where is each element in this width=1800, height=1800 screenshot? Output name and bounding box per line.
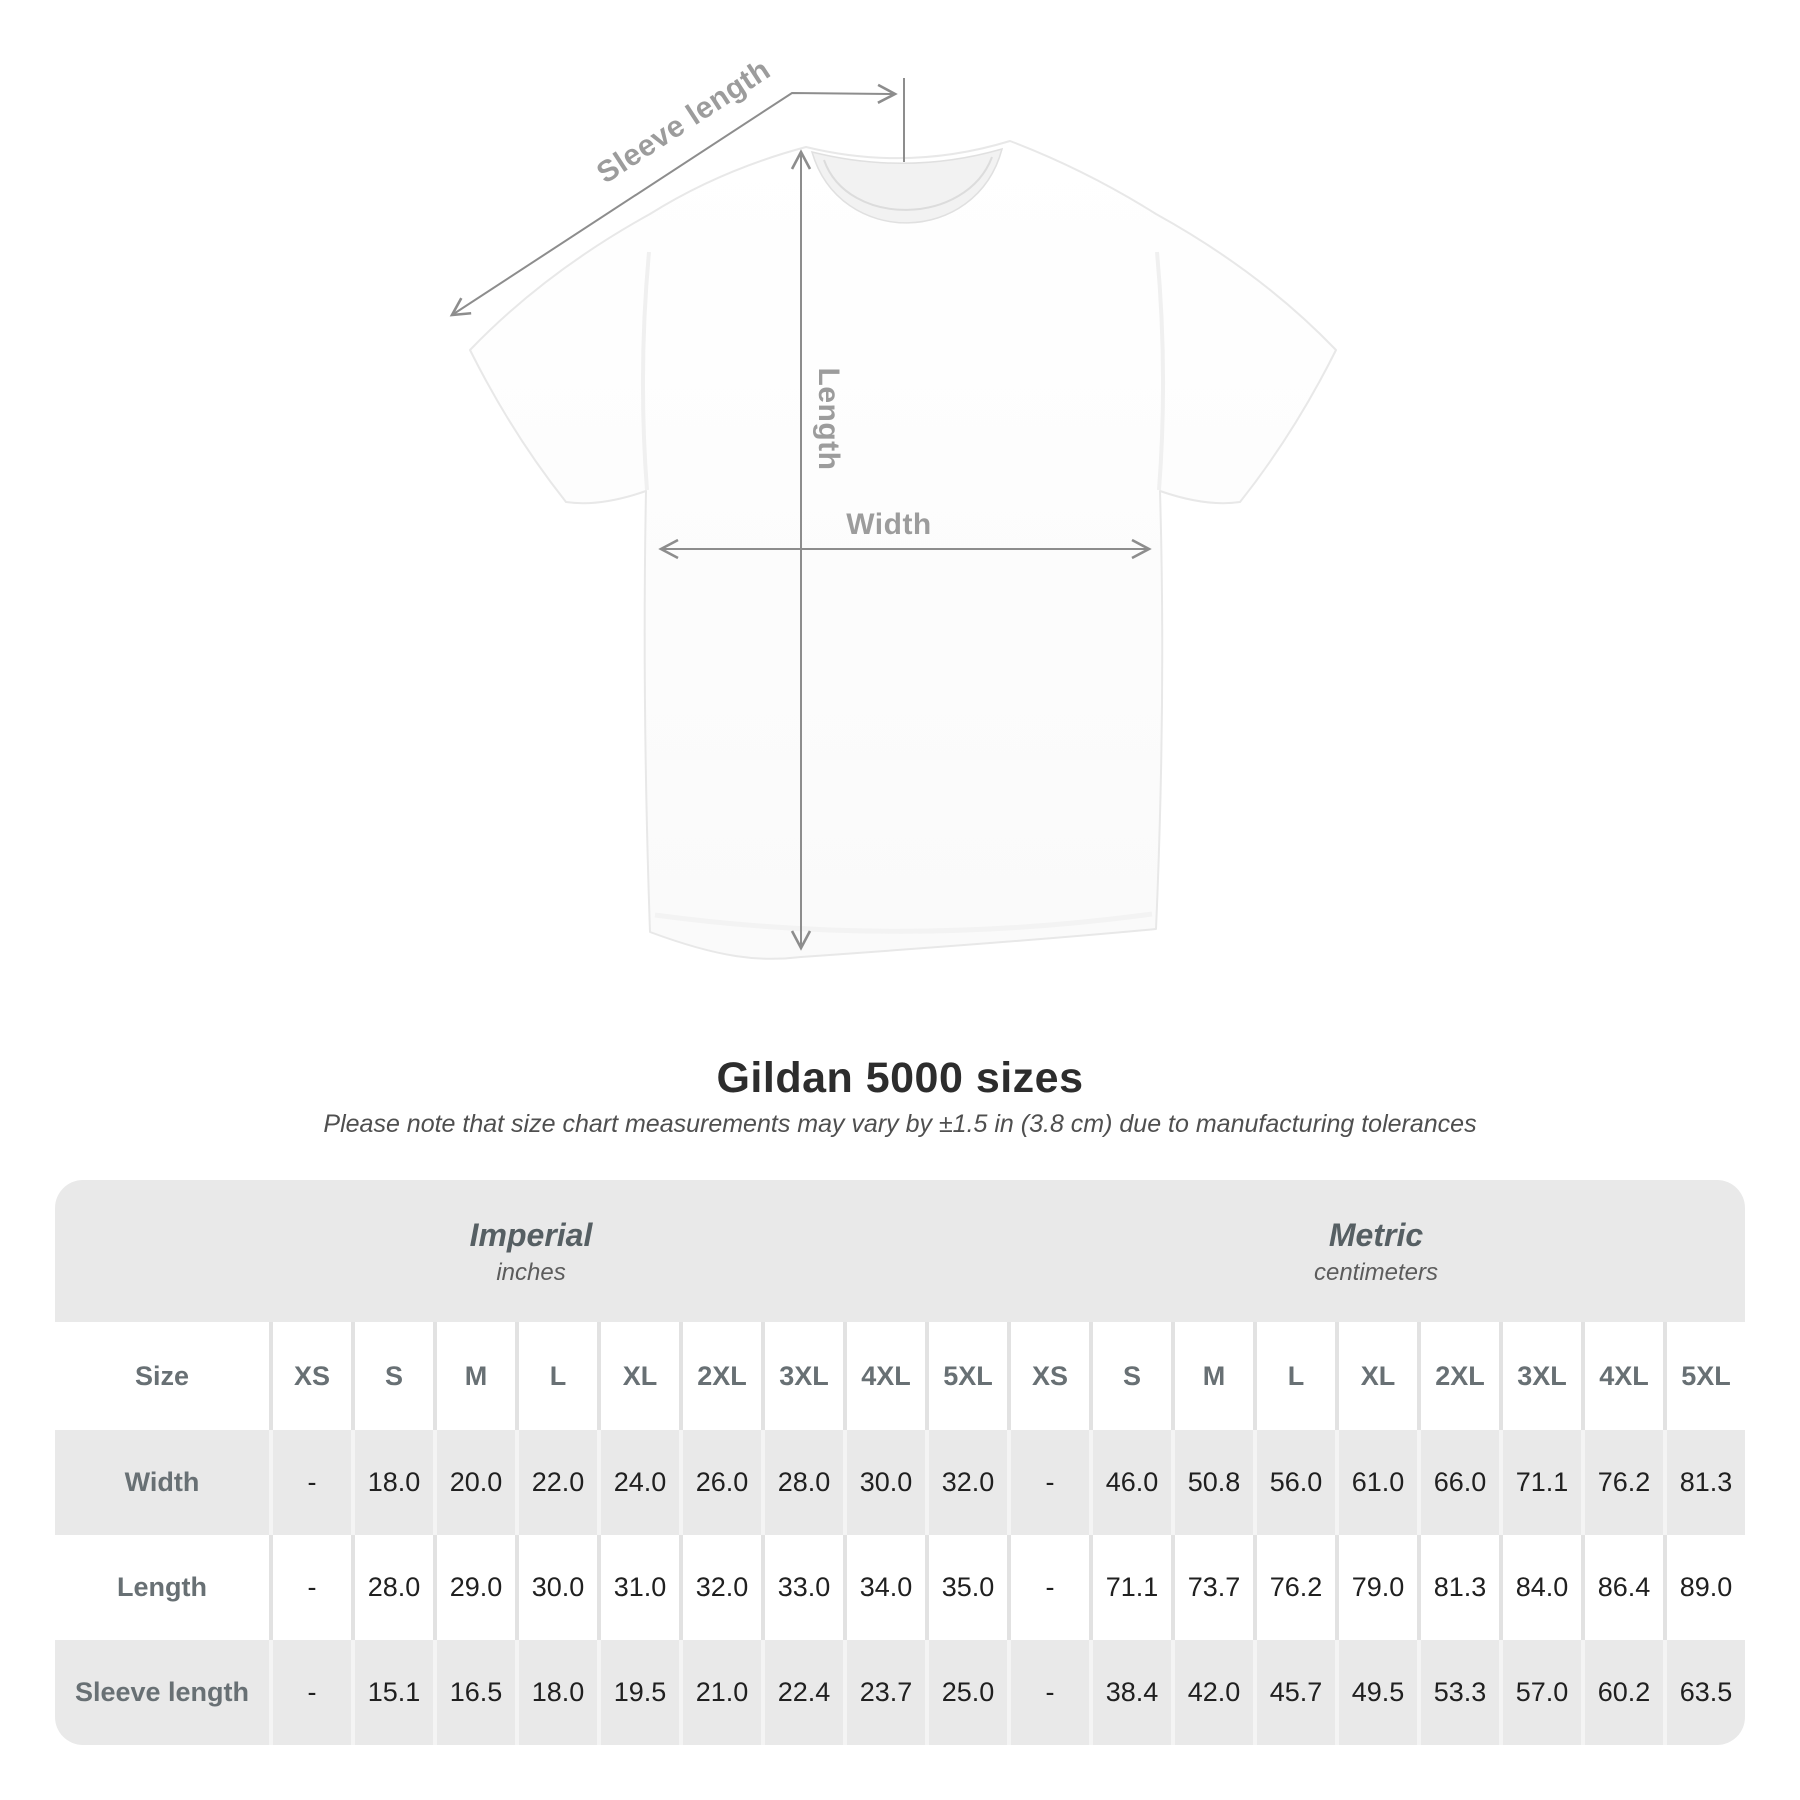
measurement-cell: 25.0 bbox=[925, 1640, 1007, 1745]
measurement-cell: 34.0 bbox=[843, 1535, 925, 1640]
length-dimension-label: Length bbox=[812, 367, 845, 471]
measurement-cell: 22.4 bbox=[761, 1640, 843, 1745]
unit-group-title: Imperial bbox=[469, 1217, 593, 1253]
measurement-cell: 56.0 bbox=[1253, 1430, 1335, 1535]
measurement-cell: 32.0 bbox=[925, 1430, 1007, 1535]
measurement-cell: 81.3 bbox=[1663, 1430, 1745, 1535]
unit-group-unit: centimeters bbox=[1313, 1259, 1439, 1286]
measurement-cell: - bbox=[1007, 1640, 1089, 1745]
table-row-sleeve-length: Sleeve length -15.1 16.5 18.0 19.5 21.0 22.4 23… bbox=[55, 1640, 1745, 1745]
size-column-header-4xl: 4XL bbox=[843, 1322, 925, 1430]
size-column-header-5xl: 5XL bbox=[1663, 1322, 1745, 1430]
size-column-header: Size bbox=[134, 1360, 190, 1391]
table-row-length: Length -28.0 29.0 30.0 31.0 32.0 33.0 34.0 35.0-… bbox=[55, 1535, 1745, 1640]
size-column-header-xl: XL bbox=[1335, 1322, 1417, 1430]
measurement-cell: 19.5 bbox=[597, 1640, 679, 1745]
measurement-cell: 63.5 bbox=[1663, 1640, 1745, 1745]
measurement-cell: 35.0 bbox=[925, 1535, 1007, 1640]
measurement-cell: 16.5 bbox=[433, 1640, 515, 1745]
measurement-cell: 57.0 bbox=[1499, 1640, 1581, 1745]
measurement-cell: 28.0 bbox=[761, 1430, 843, 1535]
measurement-cell: - bbox=[269, 1640, 351, 1745]
right-seam-crease bbox=[1155, 251, 1166, 491]
table-row-width: Width -18.0 20.0 22.0 24.0 26.0 28.0 30.0 32.0-4… bbox=[55, 1430, 1745, 1535]
size-chart-table: Imperial inches Metric centimeters Size … bbox=[55, 1180, 1745, 1745]
measurement-cell: 53.3 bbox=[1417, 1640, 1499, 1745]
measurement-cell: 66.0 bbox=[1417, 1430, 1499, 1535]
measurement-cell: 18.0 bbox=[515, 1640, 597, 1745]
measurement-cell: 86.4 bbox=[1581, 1535, 1663, 1640]
size-column-header-2xl: 2XL bbox=[1417, 1322, 1499, 1430]
measurement-cell: 79.0 bbox=[1335, 1535, 1417, 1640]
unit-group-band: Imperial inches Metric centimeters bbox=[55, 1180, 1745, 1322]
tshirt-graphic bbox=[449, 78, 1337, 960]
measurement-cell: 31.0 bbox=[597, 1535, 679, 1640]
measurement-cell: 46.0 bbox=[1089, 1430, 1171, 1535]
unit-group-metric: Metric centimeters bbox=[1007, 1180, 1745, 1322]
measurement-cell: - bbox=[269, 1430, 351, 1535]
size-column-header-l: L bbox=[515, 1322, 597, 1430]
measurement-cell: 76.2 bbox=[1581, 1430, 1663, 1535]
row-label: Width bbox=[124, 1467, 200, 1497]
hem-crease bbox=[654, 911, 1153, 934]
measurement-cell: 71.1 bbox=[1089, 1535, 1171, 1640]
measurement-cell: 71.1 bbox=[1499, 1430, 1581, 1535]
measurement-cell: 32.0 bbox=[679, 1535, 761, 1640]
width-dimension-label: Width bbox=[846, 508, 932, 541]
measurement-cell: 22.0 bbox=[515, 1430, 597, 1535]
sleeve-length-dimension-arrow bbox=[449, 83, 898, 317]
measurement-cell: 49.5 bbox=[1335, 1640, 1417, 1745]
measurement-cell: 89.0 bbox=[1663, 1535, 1745, 1640]
tshirt-measurement-diagram: Sleeve length Length Width bbox=[449, 53, 1337, 960]
table-header-row: Size XS S M L XL 2XL 3XL 4XL 5XL XS S M L XL 2XL 3XL 4XL… bbox=[55, 1322, 1745, 1430]
row-label: Sleeve length bbox=[74, 1677, 250, 1707]
size-column-header-l: L bbox=[1253, 1322, 1335, 1430]
measurement-cell: 15.1 bbox=[351, 1640, 433, 1745]
measurement-cell: - bbox=[269, 1535, 351, 1640]
size-column-header-xl: XL bbox=[597, 1322, 679, 1430]
measurement-cell: - bbox=[1007, 1430, 1089, 1535]
measurement-cell: 18.0 bbox=[351, 1430, 433, 1535]
unit-group-title: Metric bbox=[1328, 1217, 1424, 1253]
size-column-header-2xl: 2XL bbox=[679, 1322, 761, 1430]
table-body: Width -18.0 20.0 22.0 24.0 26.0 28.0 30.0 32.0-4… bbox=[55, 1430, 1745, 1745]
page-title: Gildan 5000 sizes bbox=[716, 1054, 1084, 1102]
size-column-header-4xl: 4XL bbox=[1581, 1322, 1663, 1430]
measurement-cell: 26.0 bbox=[679, 1430, 761, 1535]
size-column-header-xs: XS bbox=[269, 1322, 351, 1430]
unit-group-unit: inches bbox=[496, 1259, 566, 1286]
measurement-cell: 38.4 bbox=[1089, 1640, 1171, 1745]
measurement-cell: 61.0 bbox=[1335, 1430, 1417, 1535]
measurement-cell: 24.0 bbox=[597, 1430, 679, 1535]
unit-group-imperial: Imperial inches bbox=[55, 1180, 1007, 1322]
size-column-header-s: S bbox=[351, 1322, 433, 1430]
measurement-cell: 76.2 bbox=[1253, 1535, 1335, 1640]
size-column-header-3xl: 3XL bbox=[761, 1322, 843, 1430]
measurement-cell: 42.0 bbox=[1171, 1640, 1253, 1745]
size-column-header-m: M bbox=[1171, 1322, 1253, 1430]
measurement-cell: 29.0 bbox=[433, 1535, 515, 1640]
size-column-header-s: S bbox=[1089, 1322, 1171, 1430]
measurement-cell: 33.0 bbox=[761, 1535, 843, 1640]
measurement-cell: 81.3 bbox=[1417, 1535, 1499, 1640]
measurement-cell: 84.0 bbox=[1499, 1535, 1581, 1640]
measurement-cell: 60.2 bbox=[1581, 1640, 1663, 1745]
size-column-header-5xl: 5XL bbox=[925, 1322, 1007, 1430]
measurement-cell: 20.0 bbox=[433, 1430, 515, 1535]
measurement-cell: - bbox=[1007, 1535, 1089, 1640]
measurement-cell: 30.0 bbox=[843, 1430, 925, 1535]
measurement-cell: 30.0 bbox=[515, 1535, 597, 1640]
measurement-cell: 73.7 bbox=[1171, 1535, 1253, 1640]
measurement-cell: 45.7 bbox=[1253, 1640, 1335, 1745]
measurement-cell: 23.7 bbox=[843, 1640, 925, 1745]
row-label: Length bbox=[117, 1572, 207, 1602]
size-column-header-xs: XS bbox=[1007, 1322, 1089, 1430]
measurement-cell: 28.0 bbox=[351, 1535, 433, 1640]
measurement-cell: 50.8 bbox=[1171, 1430, 1253, 1535]
size-column-header-3xl: 3XL bbox=[1499, 1322, 1581, 1430]
tolerance-note: Please note that size chart measurements… bbox=[323, 1110, 1477, 1138]
size-column-header-m: M bbox=[433, 1322, 515, 1430]
measurement-cell: 21.0 bbox=[679, 1640, 761, 1745]
